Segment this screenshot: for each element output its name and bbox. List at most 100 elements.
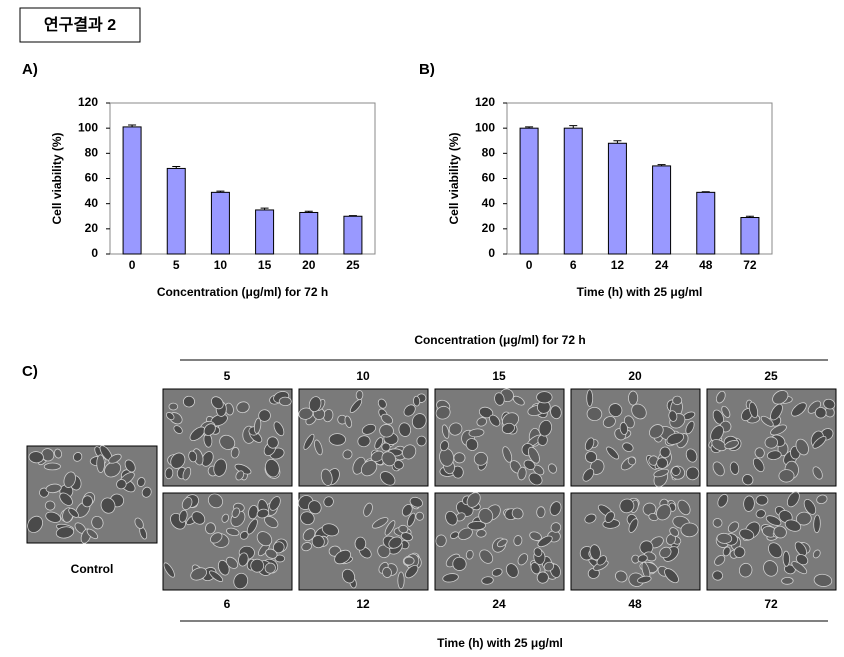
cell [308, 500, 322, 515]
cell [529, 531, 542, 541]
bar [563, 127, 583, 255]
cell [685, 420, 695, 435]
cell [465, 438, 479, 451]
cell [384, 520, 396, 536]
cell [823, 398, 836, 410]
cell [533, 547, 543, 557]
cell [231, 507, 240, 518]
cell [354, 536, 367, 551]
bar [519, 127, 539, 255]
cell [314, 439, 323, 456]
panel-label: A) [22, 61, 38, 78]
cell [770, 424, 787, 436]
x-tick-label: 48 [699, 258, 713, 272]
cell [781, 576, 794, 585]
cell [494, 392, 505, 406]
cell [722, 546, 731, 557]
cell [264, 458, 280, 478]
cell [489, 414, 501, 427]
cell [266, 436, 279, 449]
cell [467, 521, 486, 531]
cell [491, 568, 503, 577]
cell [250, 558, 265, 573]
cell [523, 459, 536, 470]
cell [473, 451, 488, 466]
micrograph [706, 388, 837, 487]
cell [246, 518, 258, 535]
error-bar [216, 190, 225, 193]
cell [513, 535, 523, 547]
cell [550, 522, 562, 533]
cell [606, 446, 620, 460]
y-tick-label: 120 [475, 95, 495, 109]
cell [401, 503, 413, 517]
cell [604, 511, 615, 523]
cell [188, 450, 198, 463]
y-axis-label: Cell viability (%) [447, 132, 461, 224]
error-bar [569, 125, 578, 129]
cell [363, 502, 373, 517]
cell [656, 457, 668, 469]
cell [550, 405, 562, 420]
cell [783, 564, 796, 575]
cell [27, 515, 43, 533]
cell [178, 509, 188, 523]
cell [301, 542, 313, 552]
error-bar [260, 207, 269, 210]
cell [714, 554, 726, 566]
cell [717, 493, 729, 508]
cell [795, 438, 809, 456]
cell [256, 531, 273, 547]
cell [361, 423, 377, 435]
cell [141, 486, 152, 498]
x-tick-label: 20 [302, 258, 316, 272]
cell [264, 562, 276, 574]
top-label: 10 [356, 369, 370, 383]
cell [478, 406, 494, 419]
error-bar [525, 126, 534, 129]
cell [812, 466, 823, 480]
cell [435, 405, 451, 420]
bar [696, 191, 716, 255]
cell [221, 513, 230, 523]
cell [379, 424, 394, 438]
x-tick-label: 24 [655, 258, 669, 272]
cell [666, 432, 685, 445]
panel-label: B) [419, 61, 435, 78]
cell [791, 402, 807, 417]
cell [323, 496, 334, 508]
cell [712, 570, 724, 581]
bar [122, 126, 142, 255]
cell [374, 437, 384, 450]
cell [379, 471, 396, 486]
cell [349, 399, 363, 414]
cell [782, 550, 790, 567]
cell [653, 468, 669, 478]
cell [59, 492, 73, 506]
cell [716, 532, 733, 544]
micrograph [434, 492, 565, 591]
cell [505, 563, 519, 578]
top-label: 5 [224, 369, 231, 383]
bar [343, 215, 363, 255]
cell [478, 508, 494, 524]
y-axis-label: Cell viability (%) [50, 132, 64, 224]
cell [381, 451, 397, 467]
x-tick-label: 12 [611, 258, 625, 272]
cell [668, 410, 678, 422]
cell [96, 454, 105, 473]
cell [619, 498, 635, 514]
cell [55, 526, 75, 539]
y-tick-label: 120 [78, 95, 98, 109]
cell [253, 417, 262, 434]
cell [190, 567, 208, 581]
cell [403, 404, 416, 417]
cell [377, 398, 387, 409]
cell [230, 447, 240, 459]
bar [210, 191, 230, 255]
micrograph [298, 388, 429, 487]
cell [398, 422, 412, 437]
cell [637, 554, 648, 563]
cell [163, 562, 175, 578]
